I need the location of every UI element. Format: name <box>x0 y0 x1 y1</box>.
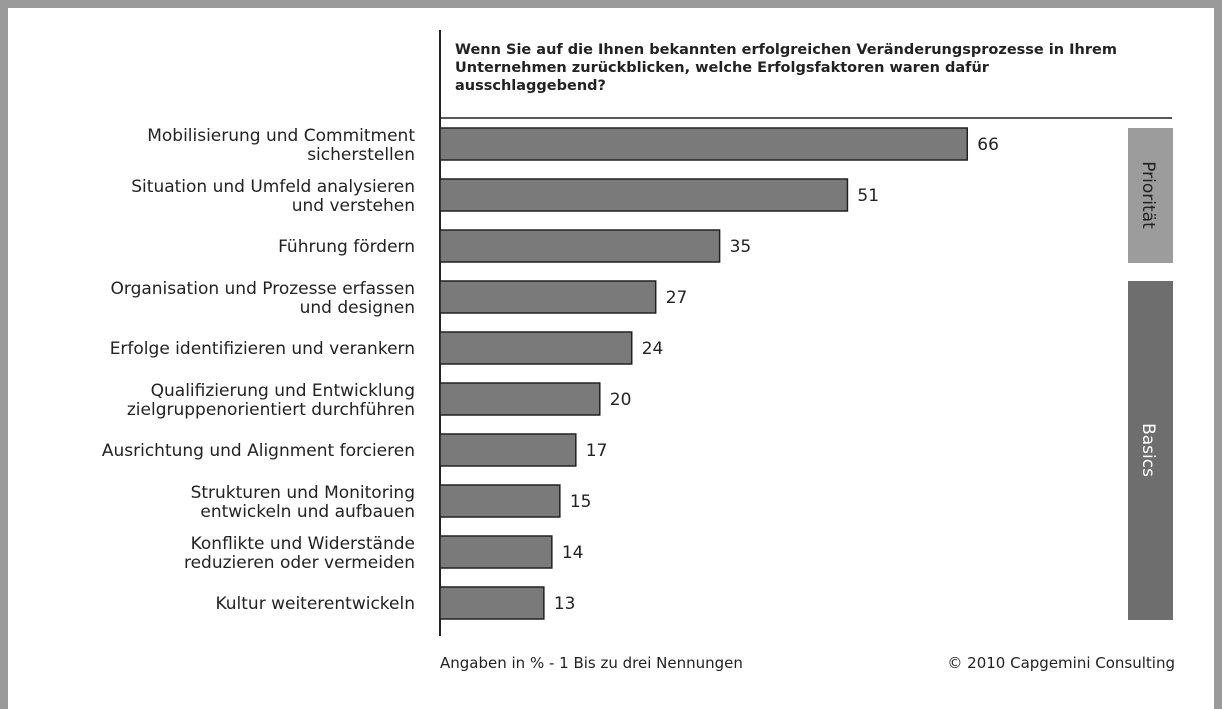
group-box <box>1128 128 1173 263</box>
category-label: Kultur weiterentwickeln <box>215 594 415 614</box>
bar <box>439 382 601 416</box>
value-label: 20 <box>610 390 632 410</box>
bar <box>439 178 849 212</box>
bar <box>439 229 721 263</box>
group-label: Priorität <box>1138 161 1158 229</box>
category-label: Mobilisierung und Commitment sicherstelle… <box>147 126 415 165</box>
value-label: 17 <box>586 441 608 461</box>
category-label: Strukturen und Monitoring entwickeln und … <box>191 483 415 522</box>
value-label: 13 <box>554 594 576 614</box>
category-label: Organisation und Prozesse erfassen und de… <box>111 279 416 318</box>
group-box <box>1128 281 1173 620</box>
bar <box>439 535 553 569</box>
category-label: Situation und Umfeld analysieren und vers… <box>131 177 415 216</box>
group-label: Basics <box>1138 423 1158 477</box>
category-label: Führung fördern <box>278 237 415 257</box>
bar <box>439 484 561 518</box>
value-label: 24 <box>642 339 664 359</box>
source: © 2010 Capgemini Consulting <box>947 654 1175 672</box>
chart-title: Wenn Sie auf die Ihnen bekannten erfolgr… <box>455 42 1117 94</box>
value-label: 35 <box>730 237 752 257</box>
bar <box>439 331 633 365</box>
value-label: 15 <box>570 492 592 512</box>
category-label: Ausrichtung und Alignment forcieren <box>102 441 415 461</box>
bar <box>439 433 577 467</box>
bar <box>439 280 657 314</box>
category-label: Konflikte und Widerstände reduzieren oder… <box>184 534 415 573</box>
value-label: 51 <box>857 186 879 206</box>
value-label: 27 <box>666 288 688 308</box>
value-label: 14 <box>562 543 584 563</box>
value-label: 66 <box>977 135 999 155</box>
category-label: Qualifizierung und Entwicklung zielgruppe… <box>127 381 415 420</box>
category-label: Erfolge identifizieren und verankern <box>110 339 415 359</box>
bar <box>439 127 969 161</box>
footnote: Angaben in % - 1 Bis zu drei Nennungen <box>440 654 743 672</box>
bar <box>439 586 545 620</box>
